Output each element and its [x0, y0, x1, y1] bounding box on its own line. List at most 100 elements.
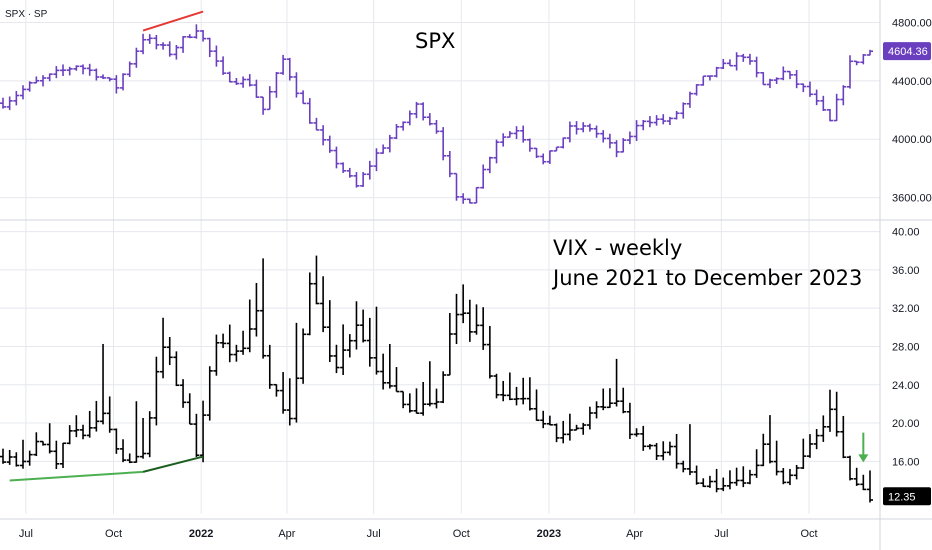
- vix-bar: [33, 432, 40, 457]
- vix-bar: [40, 440, 47, 446]
- vix-bar: [480, 307, 487, 350]
- grid: [0, 0, 880, 514]
- vix-bar: [746, 469, 753, 485]
- vix-bar: [280, 372, 287, 414]
- spx-bar: [840, 85, 847, 106]
- vix-bar: [266, 344, 273, 389]
- spx-bar: [126, 61, 133, 77]
- vix-bar: [80, 424, 87, 440]
- vix-bar: [246, 299, 253, 353]
- spx-bar: [693, 84, 700, 96]
- spx-bar: [820, 95, 827, 111]
- spx-bar: [440, 127, 447, 161]
- spx-bar: [720, 58, 727, 70]
- spx-bar: [153, 34, 160, 50]
- spx-bar: [773, 77, 780, 84]
- spx-bar: [493, 139, 500, 164]
- vix-bar: [540, 410, 547, 429]
- vix-bar: [653, 443, 660, 461]
- vix-bar: [6, 449, 13, 465]
- vix-bar: [206, 366, 213, 421]
- spx-bar: [660, 114, 667, 125]
- vix-support-line-dark: [142, 455, 204, 473]
- spx-bar: [593, 125, 600, 138]
- vix-bar: [620, 387, 627, 414]
- vix-bar: [93, 400, 100, 432]
- spx-bar: [426, 113, 433, 126]
- spx-bar: [226, 71, 233, 83]
- vix-bar: [740, 466, 747, 488]
- spx-bar: [0, 97, 6, 109]
- vix-bar: [713, 468, 720, 493]
- spx-red-trendline: [142, 10, 204, 32]
- spx-bar: [586, 123, 593, 132]
- vix-bar: [113, 428, 120, 454]
- vix-bar: [26, 450, 33, 466]
- vix-bar: [186, 393, 193, 425]
- svg-text:4604.36: 4604.36: [888, 46, 928, 58]
- vix-bar: [700, 478, 707, 488]
- vix-y-tick-label: 24.00: [892, 380, 920, 392]
- vix-bar: [193, 413, 200, 457]
- vix-bar: [493, 373, 500, 399]
- spx-bar: [726, 59, 733, 67]
- spx-bar: [640, 119, 647, 131]
- vix-bar: [486, 325, 493, 379]
- spx-last-price-tag: 4604.36: [883, 42, 931, 61]
- vix-y-tick-label: 40.00: [892, 227, 920, 239]
- spx-bar: [386, 134, 393, 153]
- vix-bar: [220, 333, 227, 349]
- vix-bar: [673, 433, 680, 469]
- spx-bar: [46, 73, 53, 82]
- spx-bar: [800, 83, 807, 93]
- vix-bar: [646, 443, 653, 450]
- vix-bar: [60, 442, 67, 468]
- vix-bar: [780, 468, 787, 485]
- spx-bar: [540, 153, 547, 165]
- spx-bar: [680, 102, 687, 119]
- spx-bar: [220, 56, 227, 75]
- vix-y-tick-label: 32.00: [892, 303, 920, 315]
- spx-bar: [526, 138, 533, 152]
- spx-bar: [240, 76, 247, 88]
- vix-bar: [126, 453, 133, 464]
- spx-bar: [280, 54, 287, 75]
- vix-bar: [360, 309, 367, 343]
- spx-bar: [260, 96, 267, 115]
- vix-y-tick-label: 16.00: [892, 456, 920, 468]
- vix-bar: [386, 343, 393, 389]
- vix-bar: [320, 276, 327, 333]
- spx-bar: [100, 74, 107, 80]
- spx-bar: [600, 130, 607, 143]
- spx-bar: [760, 71, 767, 86]
- spx-bar: [113, 75, 120, 94]
- vix-bar: [460, 284, 467, 324]
- spx-bar: [106, 77, 113, 82]
- spx-bar: [246, 74, 253, 87]
- spx-bar: [266, 86, 273, 111]
- spx-bar: [73, 65, 80, 71]
- spx-bar: [340, 162, 347, 173]
- vix-bar: [333, 344, 340, 374]
- vix-bar: [633, 428, 640, 437]
- spx-bar: [700, 75, 707, 86]
- vix-bar: [106, 396, 113, 433]
- spx-y-tick-label: 4400.00: [892, 76, 932, 88]
- svg-text:12.35: 12.35: [888, 491, 916, 503]
- vix-bar: [640, 425, 647, 451]
- vix-bar: [213, 334, 220, 376]
- spx-bar: [313, 117, 320, 131]
- vix-bar: [553, 423, 560, 443]
- spx-bar: [80, 64, 87, 75]
- spx-bar: [520, 125, 527, 143]
- spx-bar: [93, 68, 100, 81]
- spx-bar: [533, 147, 540, 158]
- spx-bar: [166, 41, 173, 57]
- vix-bar: [793, 464, 800, 480]
- vix-last-price-tag: 12.35: [883, 487, 931, 506]
- vix-bar: [546, 415, 553, 426]
- vix-bar: [840, 415, 847, 459]
- spx-bar: [500, 133, 507, 147]
- spx-bar: [293, 72, 300, 98]
